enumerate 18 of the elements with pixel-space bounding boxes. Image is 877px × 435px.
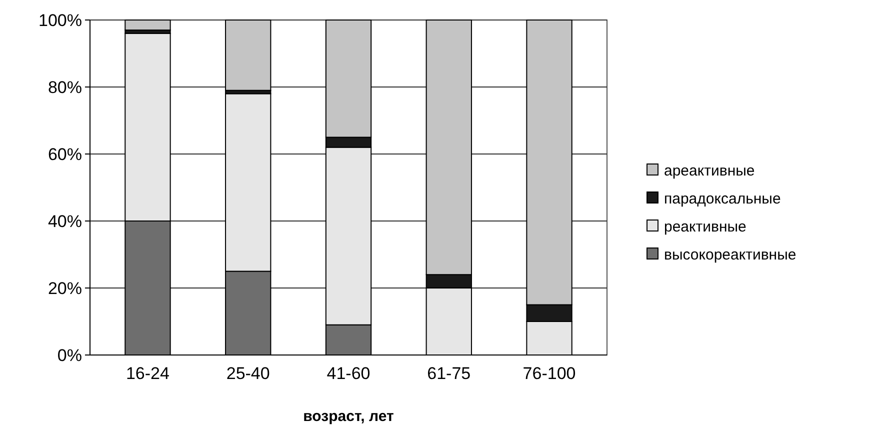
y-tick-label: 0% (57, 346, 82, 365)
x-tick-label: 76-100 (522, 364, 576, 383)
legend-label: высокореактивные (664, 246, 796, 264)
y-tick-label: 40% (48, 212, 82, 231)
x-tick-label: 25-40 (226, 364, 270, 383)
y-tick-label: 20% (48, 278, 82, 298)
x-tick-label: 41-60 (326, 364, 370, 383)
x-axis-title: возраст, лет (303, 408, 394, 425)
y-tick-label: 80% (48, 78, 82, 97)
bar (225, 20, 272, 91)
x-tick-label: 16-24 (126, 364, 170, 383)
bar (124, 20, 171, 31)
y-tick-label: 60% (48, 144, 82, 164)
legend-label: парадоксальные (664, 190, 781, 208)
legend-label: ареактивные (664, 162, 755, 180)
x-tick-label: 61-75 (427, 364, 471, 383)
legend-label: реактивные (664, 218, 746, 236)
y-tick-label: 100% (38, 10, 82, 30)
